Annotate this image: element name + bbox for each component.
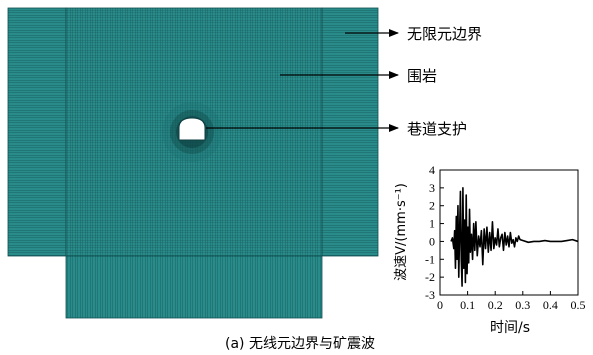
x-tick-label: 0.1 — [460, 298, 475, 312]
y-tick-label: -1 — [425, 252, 435, 266]
y-tick-label: 1 — [429, 217, 435, 231]
series-group — [450, 187, 579, 287]
y-tick-label: 4 — [429, 163, 435, 177]
y-tick-label: 0 — [429, 234, 435, 248]
y-tick-label: 3 — [429, 181, 435, 195]
x-tick-label: 0.4 — [543, 298, 558, 312]
x-tick-label: 0.3 — [515, 298, 530, 312]
y-tick-label: 2 — [429, 199, 435, 213]
roadway-opening — [178, 117, 206, 141]
label-infinite-boundary: 无限元边界 — [407, 25, 482, 43]
figure-caption: (a) 无线元边界与矿震波 — [225, 336, 375, 352]
x-axis: 0 0.1 0.2 0.3 0.4 0.5 — [437, 291, 586, 312]
label-roadway-support: 巷道支护 — [407, 120, 467, 138]
x-axis-label: 时间/s — [490, 320, 530, 336]
label-surrounding-rock: 围岩 — [407, 67, 437, 85]
y-tick-label: -2 — [425, 270, 435, 284]
y-axis-label: 波速V/(mm·s⁻¹) — [394, 183, 409, 281]
x-tick-label: 0.5 — [571, 298, 586, 312]
mesh-model — [7, 7, 379, 319]
plot-frame — [439, 169, 579, 296]
y-tick-label: -3 — [425, 288, 435, 302]
series-line-0 — [450, 187, 579, 287]
infinite-boundary-right — [321, 7, 379, 257]
x-tick-label: 0.2 — [488, 298, 503, 312]
infinite-boundary-left — [7, 7, 67, 257]
y-axis: -3 -2 -1 0 1 2 3 4 — [425, 163, 444, 302]
waveform-chart: -3 -2 -1 0 1 2 3 4 0 0.1 0.2 0.3 0.4 0.5 波速V/(mm·s⁻¹… — [394, 163, 586, 336]
infinite-boundary-bottom — [65, 255, 323, 319]
mesh-annotations: 无限元边界 围岩 巷道支护 — [206, 25, 482, 138]
x-tick-label: 0 — [437, 298, 443, 312]
